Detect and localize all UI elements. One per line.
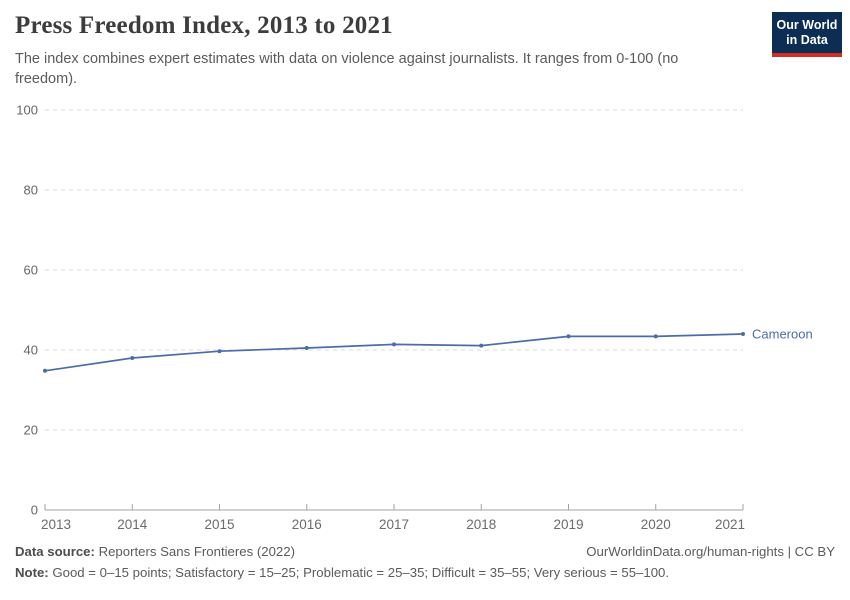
data-point[interactable] (653, 334, 658, 339)
y-axis-tick-label: 100 (16, 103, 38, 118)
line-chart: 0 20 40 60 80 100 2013 2014 2015 2016 2017 2018 2019… (16, 103, 813, 533)
page-title: Press Freedom Index, 2013 to 2021 (15, 12, 393, 39)
chart-header: Press Freedom Index, 2013 to 2021 The in… (15, 12, 755, 89)
x-axis-tick-label: 2015 (204, 517, 234, 532)
x-axis-tick-label: 2013 (41, 517, 71, 532)
data-point[interactable] (304, 346, 309, 350)
logo-line-1: Our World (776, 17, 838, 32)
data-point[interactable] (43, 368, 47, 373)
series-line[interactable] (44, 333, 744, 372)
rights-link[interactable]: OurWorldinData.org/human-rights | CC BY (586, 544, 835, 559)
y-axis-tick-label: 60 (24, 263, 38, 278)
x-axis-tick-label: 2018 (466, 517, 496, 532)
data-point[interactable] (392, 342, 396, 347)
note-label: Note: (15, 565, 49, 580)
data-source-label: Data source: (15, 544, 95, 559)
data-point[interactable] (130, 356, 135, 360)
y-axis-tick-label: 40 (24, 343, 38, 358)
logo-line-2: in Data (786, 32, 828, 47)
x-axis-tick-label: 2019 (553, 517, 583, 532)
y-axis-tick-label: 80 (24, 183, 38, 198)
data-point[interactable] (741, 332, 745, 336)
chart-note: Note: Good = 0–15 points; Satisfactory =… (15, 565, 835, 580)
y-axis-tick-label: 20 (24, 423, 38, 438)
x-axis-tick-label: 2017 (379, 517, 409, 532)
y-axis-tick-label: 0 (31, 503, 38, 518)
note-text: Good = 0–15 points; Satisfactory = 15–25… (52, 565, 670, 580)
data-point[interactable] (479, 343, 484, 348)
data-point[interactable] (566, 334, 571, 339)
x-axis-tick-label: 2016 (292, 517, 322, 532)
data-point[interactable] (217, 349, 222, 354)
data-source: Data source: Reporters Sans Frontieres (… (15, 544, 295, 559)
x-axis-tick-label: 2021 (715, 517, 745, 532)
chart-subtitle: The index combines expert estimates with… (15, 51, 679, 87)
owid-logo[interactable]: Our World in Data (772, 12, 842, 57)
x-axis-tick-label: 2020 (641, 517, 671, 532)
series-entity-label[interactable]: Cameroon (752, 327, 813, 342)
x-axis-tick-label: 2014 (117, 517, 148, 532)
chart-footer: Data source: Reporters Sans Frontieres (… (15, 544, 835, 580)
data-source-value[interactable]: Reporters Sans Frontieres (2022) (98, 544, 295, 559)
